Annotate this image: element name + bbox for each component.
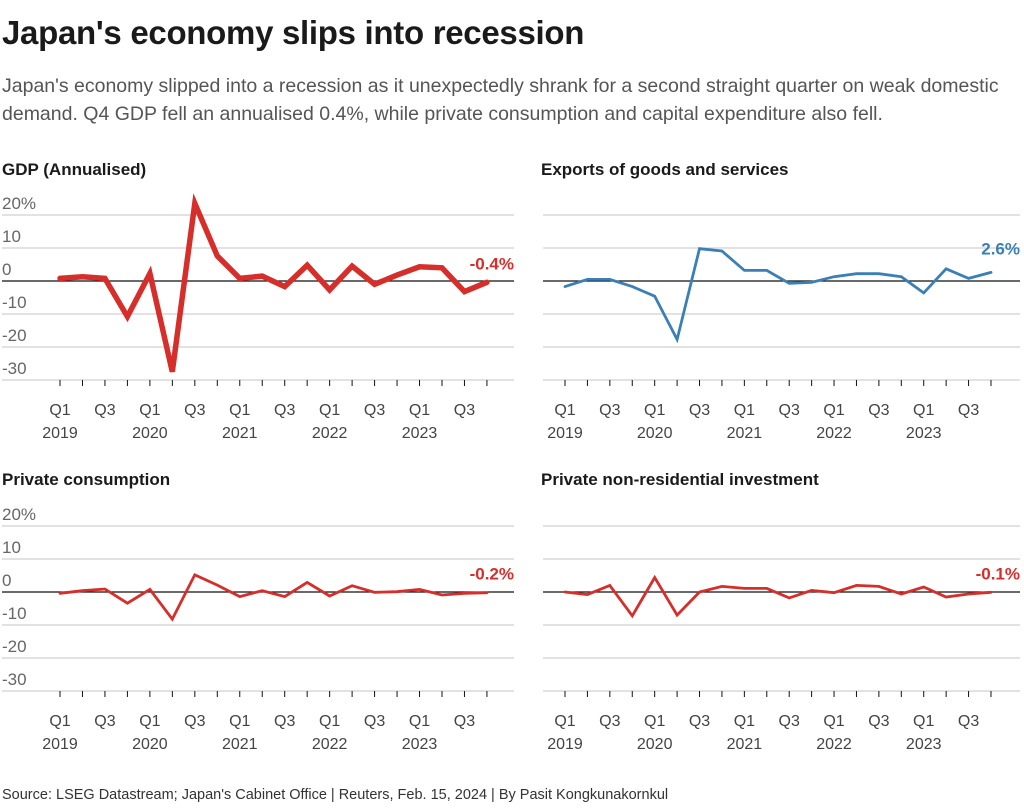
x-tick-label: Q1 [229, 713, 250, 730]
investment-chart-title: Private non-residential investment [541, 470, 819, 489]
end-value-label: 2.6% [981, 239, 1020, 258]
y-tick-label: 10 [2, 538, 21, 557]
consumption-chart-title: Private consumption [2, 470, 171, 489]
x-tick-label: Q1 [734, 402, 755, 419]
x-tick-label: Q1 [644, 402, 665, 419]
x-tick-label: Q3 [958, 713, 979, 730]
y-tick-label: -20 [2, 637, 27, 656]
x-tick-label: Q1 [139, 713, 160, 730]
series-line [563, 247, 993, 344]
x-tick-label: Q3 [958, 402, 979, 419]
series-line [58, 572, 489, 622]
x-year-label: 2023 [906, 736, 942, 753]
x-tick-label: Q1 [734, 713, 755, 730]
x-tick-label: Q1 [409, 402, 430, 419]
x-tick-label: Q3 [454, 402, 475, 419]
x-tick-label: Q3 [599, 713, 620, 730]
x-year-label: 2021 [222, 736, 258, 753]
x-tick-label: Q3 [364, 402, 385, 419]
chart-1: Q1 Q3 Q1 Q3 Q1 Q3 Q1 Q3 Q1 Q3 2019 2020 2021 2022 2023… [543, 214, 1020, 442]
gdp-chart-title: GDP (Annualised) [2, 160, 147, 179]
x-tick-label: Q1 [49, 713, 70, 730]
x-tick-label: Q1 [823, 713, 844, 730]
y-tick-label: -30 [2, 670, 27, 689]
x-tick-label: Q3 [274, 402, 295, 419]
page-title: Japan's economy slips into recession [2, 14, 585, 51]
y-tick-label: 20% [2, 194, 36, 213]
x-year-label: 2020 [132, 736, 168, 753]
x-tick-label: Q3 [454, 713, 475, 730]
x-tick-label: Q1 [229, 402, 250, 419]
x-year-label: 2019 [547, 736, 583, 753]
x-tick-label: Q3 [184, 402, 205, 419]
y-tick-label: 0 [2, 571, 11, 590]
x-tick-label: Q3 [779, 713, 800, 730]
y-tick-label: -10 [2, 604, 27, 623]
page-subtitle: Japan's economy slipped into a recession… [2, 75, 999, 125]
x-year-label: 2021 [727, 736, 763, 753]
x-tick-label: Q1 [913, 713, 934, 730]
x-tick-label: Q3 [868, 713, 889, 730]
x-tick-label: Q1 [139, 402, 160, 419]
x-tick-label: Q3 [94, 402, 115, 419]
x-year-label: 2023 [402, 425, 438, 442]
series-line [563, 574, 993, 619]
x-tick-label: Q1 [409, 713, 430, 730]
x-tick-label: Q3 [184, 713, 205, 730]
x-year-label: 2020 [637, 736, 673, 753]
x-year-label: 2022 [816, 425, 852, 442]
x-tick-label: Q1 [913, 402, 934, 419]
x-year-label: 2022 [816, 736, 852, 753]
x-tick-label: Q1 [644, 713, 665, 730]
y-tick-label: 10 [2, 227, 21, 246]
x-tick-label: Q1 [554, 713, 575, 730]
x-year-label: 2022 [312, 425, 348, 442]
y-tick-label: -30 [2, 359, 27, 378]
x-tick-label: Q3 [364, 713, 385, 730]
x-year-label: 2022 [312, 736, 348, 753]
chart-2: 20% 10 0 -10 -20 -30 Q1 Q3 Q1 Q3 Q1 Q3 Q1 Q3 Q1 Q3 2019 2… [2, 505, 514, 753]
chart-3: Q1 Q3 Q1 Q3 Q1 Q3 Q1 Q3 Q1 Q3 2019 2020 2021 2022 2023… [543, 525, 1020, 753]
source-note: Source: LSEG Datastream; Japan's Cabinet… [2, 787, 669, 803]
y-tick-label: 0 [2, 260, 11, 279]
x-tick-label: Q3 [779, 402, 800, 419]
x-tick-label: Q1 [319, 713, 340, 730]
x-year-label: 2019 [547, 425, 583, 442]
x-year-label: 2021 [222, 425, 258, 442]
x-tick-label: Q1 [823, 402, 844, 419]
y-tick-label: -20 [2, 326, 27, 345]
x-tick-label: Q3 [689, 713, 710, 730]
exports-chart-title: Exports of goods and services [541, 160, 789, 179]
x-tick-label: Q1 [554, 402, 575, 419]
x-year-label: 2020 [637, 425, 673, 442]
series-line [57, 193, 490, 373]
x-year-label: 2023 [906, 425, 942, 442]
x-tick-label: Q3 [94, 713, 115, 730]
x-year-label: 2023 [402, 736, 438, 753]
chart-0: 20% 10 0 -10 -20 -30 Q1 Q3 Q1 Q3 Q1 Q3 Q1 Q3 Q1 Q3 2019 2… [2, 193, 514, 442]
x-tick-label: Q1 [319, 402, 340, 419]
end-value-label: -0.1% [976, 564, 1020, 583]
end-value-label: -0.2% [470, 565, 514, 584]
x-tick-label: Q3 [599, 402, 620, 419]
x-year-label: 2019 [42, 425, 78, 442]
x-year-label: 2019 [42, 736, 78, 753]
x-tick-label: Q3 [689, 402, 710, 419]
x-tick-label: Q1 [49, 402, 70, 419]
end-value-label: -0.4% [470, 254, 514, 273]
y-tick-label: 20% [2, 505, 36, 524]
x-tick-label: Q3 [274, 713, 295, 730]
x-tick-label: Q3 [868, 402, 889, 419]
x-year-label: 2021 [727, 425, 763, 442]
y-tick-label: -10 [2, 293, 27, 312]
x-year-label: 2020 [132, 425, 168, 442]
